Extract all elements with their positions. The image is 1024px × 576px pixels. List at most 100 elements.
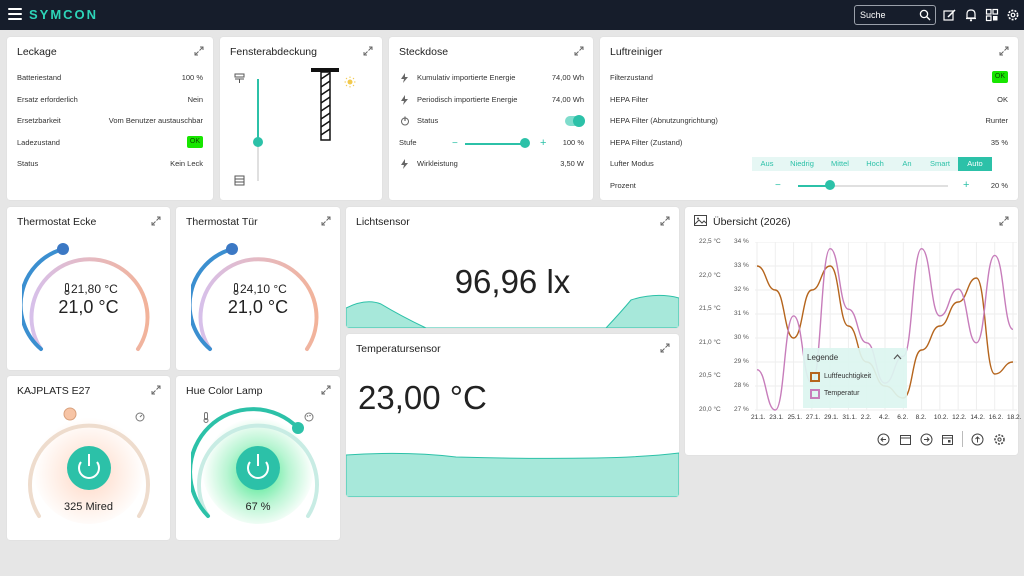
settings-icon[interactable] xyxy=(1006,8,1020,22)
y-tick-label-right: 32 % xyxy=(734,286,749,293)
steckdose-row: Wirkleistung 3,50 W xyxy=(417,159,584,168)
card-title: KAJPLATS E27 xyxy=(17,385,91,397)
forward-icon[interactable] xyxy=(920,433,933,446)
x-tick-label: 18.2. xyxy=(1007,414,1022,421)
x-tick-label: 2.2. xyxy=(860,414,872,421)
x-tick-label: 27.1. xyxy=(805,414,821,421)
current-temperature: 21,80 °C xyxy=(71,282,118,296)
search-icon[interactable] xyxy=(919,9,931,21)
menu-icon[interactable] xyxy=(8,8,22,20)
mode-selector[interactable]: Aus Niedrig Mittel Hoch An Smart Auto xyxy=(752,157,992,171)
thermostat-gauge[interactable] xyxy=(22,239,157,354)
expand-icon[interactable] xyxy=(363,46,373,56)
mode-an[interactable]: An xyxy=(892,157,922,171)
stufe-slider[interactable] xyxy=(465,143,525,145)
card-thermostat-tuer: Thermostat Tür 24,10 °C 21,0 °C xyxy=(176,207,340,370)
luft-row: HEPA Filter (Zustand) 35 % xyxy=(610,138,1008,147)
temperature-sparkline xyxy=(346,452,679,497)
calendar-icon[interactable] xyxy=(899,433,912,446)
power-icon xyxy=(401,116,409,126)
y-tick-label-left: 21,5 °C xyxy=(699,305,721,313)
card-title: Luftreiniger xyxy=(610,46,663,58)
x-tick-label: 14.2. xyxy=(970,414,985,421)
palette-icon[interactable] xyxy=(304,412,314,422)
back-icon[interactable] xyxy=(877,433,890,446)
expand-icon[interactable] xyxy=(999,216,1009,226)
thermostat-gauge[interactable] xyxy=(191,239,326,354)
y-tick-label-right: 29 % xyxy=(734,358,749,365)
x-tick-label: 29.1. xyxy=(824,414,839,421)
mode-auto[interactable]: Auto xyxy=(958,157,992,171)
status-toggle[interactable] xyxy=(565,115,585,127)
search-input[interactable] xyxy=(860,8,918,22)
mode-hoch[interactable]: Hoch xyxy=(858,157,892,171)
legend-checkbox[interactable] xyxy=(810,372,820,382)
expand-icon[interactable] xyxy=(194,46,204,56)
stufe-slider-knob[interactable] xyxy=(520,138,530,148)
steckdose-row: Periodisch importierte Energie 74,00 Wh xyxy=(417,95,584,104)
x-tick-label: 12.2. xyxy=(952,414,967,421)
upload-icon[interactable] xyxy=(971,433,984,446)
expand-icon[interactable] xyxy=(321,216,331,226)
card-kajplats: KAJPLATS E27 325 Mired xyxy=(7,376,170,540)
color-temperature-dial[interactable] xyxy=(22,404,157,524)
mode-niedrig[interactable]: Niedrig xyxy=(782,157,822,171)
bolt-icon xyxy=(401,95,408,105)
thermometer-icon[interactable] xyxy=(202,412,210,423)
minus-button[interactable]: − xyxy=(452,138,458,149)
edit-icon[interactable] xyxy=(943,8,957,22)
card-luftreiniger: Luftreiniger Filterzustand OK HEPA Filter… xyxy=(600,37,1018,200)
card-leckage: Leckage Batteriestand 100 % Ersatz erford… xyxy=(7,37,213,200)
x-tick-label: 4.2. xyxy=(879,414,890,421)
blind-closed-icon[interactable] xyxy=(234,175,245,186)
gauge-icon[interactable] xyxy=(135,412,145,422)
minus-button[interactable]: − xyxy=(775,180,781,191)
mode-aus[interactable]: Aus xyxy=(752,157,782,171)
search-box[interactable] xyxy=(854,5,936,25)
chevron-up-icon[interactable] xyxy=(893,354,902,360)
legend-title: Legende xyxy=(807,353,839,362)
thermometer-icon xyxy=(64,283,70,295)
thermometer-icon xyxy=(233,283,239,295)
mode-smart[interactable]: Smart xyxy=(922,157,958,171)
card-title: Lichtsensor xyxy=(356,216,410,228)
expand-icon[interactable] xyxy=(999,46,1009,56)
chart-settings-icon[interactable] xyxy=(993,433,1006,446)
plus-button[interactable]: + xyxy=(963,179,970,191)
prozent-slider-track[interactable] xyxy=(798,185,948,187)
blind-icon xyxy=(311,68,339,141)
card-hue-lamp: Hue Color Lamp 67 % xyxy=(176,376,340,540)
luft-row: Prozent 20 % xyxy=(610,181,1008,190)
plus-button[interactable]: + xyxy=(540,137,547,149)
steckdose-row: Status xyxy=(417,116,439,125)
status-badge: OK xyxy=(991,71,1008,83)
card-title: Steckdose xyxy=(399,46,449,58)
mode-mittel[interactable]: Mittel xyxy=(822,157,858,171)
blind-open-icon[interactable] xyxy=(234,73,245,84)
expand-icon[interactable] xyxy=(574,46,584,56)
expand-icon[interactable] xyxy=(660,343,670,353)
image-icon xyxy=(694,215,707,226)
x-tick-label: 10.2. xyxy=(933,414,949,421)
grid-icon[interactable] xyxy=(985,8,999,22)
y-tick-label-right: 33 % xyxy=(734,262,749,269)
brand-logo: SYMCON xyxy=(29,7,99,22)
prozent-slider-knob[interactable] xyxy=(825,180,835,190)
calendar-today-icon[interactable] xyxy=(941,433,954,446)
y-tick-label-left: 20,0 °C xyxy=(699,406,721,413)
expand-icon[interactable] xyxy=(151,385,161,395)
luft-row: HEPA Filter (Abnutzungrichtung) Runter xyxy=(610,116,1008,125)
blind-slider-knob[interactable] xyxy=(253,137,263,147)
card-title: Thermostat Tür xyxy=(186,216,258,228)
expand-icon[interactable] xyxy=(151,216,161,226)
y-tick-label-left: 21,0 °C xyxy=(699,338,721,346)
expand-icon[interactable] xyxy=(321,385,331,395)
target-temperature: 21,0 °C xyxy=(227,297,289,317)
expand-icon[interactable] xyxy=(660,216,670,226)
leckage-row: Ladezustand OK xyxy=(17,136,203,149)
legend-checkbox[interactable] xyxy=(810,389,820,399)
brightness-dial[interactable] xyxy=(191,404,326,524)
card-title: Übersicht (2026) xyxy=(713,216,791,228)
x-tick-label: 6.2. xyxy=(897,414,909,421)
bell-icon[interactable] xyxy=(964,8,978,22)
